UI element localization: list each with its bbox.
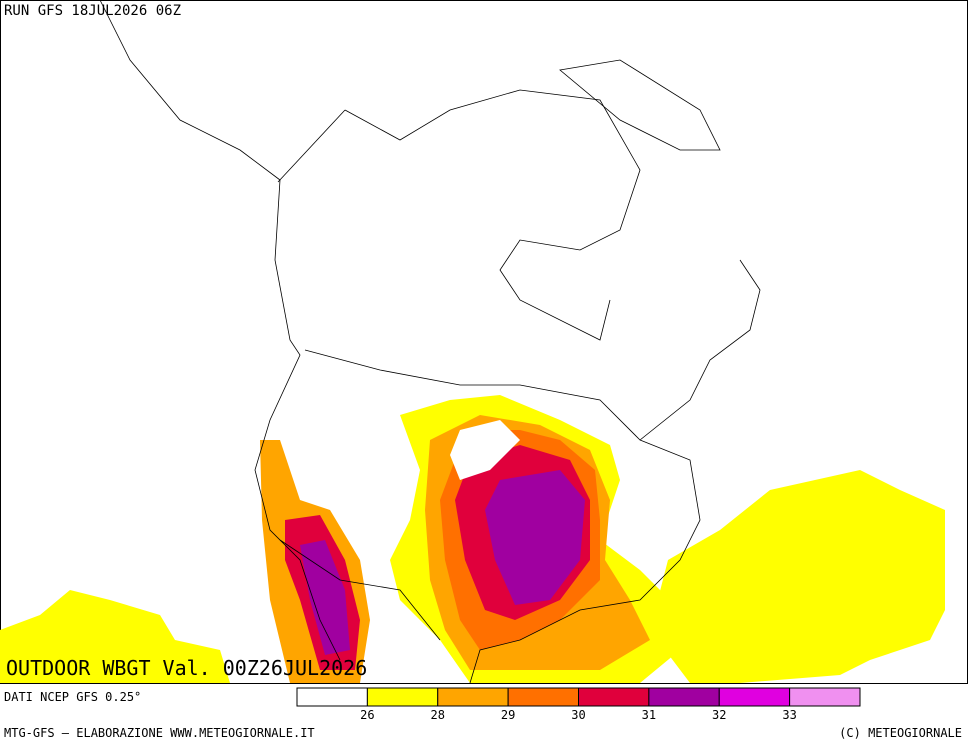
field-28 xyxy=(650,470,945,683)
run-label: RUN GFS 18JUL2026 06Z xyxy=(4,3,181,19)
legend-box xyxy=(648,687,720,707)
legend-box xyxy=(507,687,579,707)
legend-box xyxy=(718,687,791,707)
legend: 26 28 29 30 31 32 33 xyxy=(296,687,861,722)
legend-tick-label: 30 xyxy=(571,708,585,722)
legend-box xyxy=(578,687,650,707)
legend-tick-label: 28 xyxy=(431,708,445,722)
wbgt-field xyxy=(0,395,945,683)
map-title: OUTDOOR WBGT Val. 00Z26JUL2026 xyxy=(6,656,367,680)
field-32 xyxy=(485,470,585,605)
legend-tick-label: 32 xyxy=(712,708,726,722)
footer-right: (C) METEOGIORNALE xyxy=(839,726,962,740)
legend-tick-label: 26 xyxy=(360,708,374,722)
legend-tick-label: 29 xyxy=(501,708,515,722)
legend-box xyxy=(437,687,509,707)
legend-box xyxy=(366,687,439,707)
footer-left: MTG-GFS — ELABORAZIONE WWW.METEOGIORNALE… xyxy=(4,726,315,740)
legend-box xyxy=(296,687,368,707)
coastlines xyxy=(99,0,761,684)
legend-tick-label: 33 xyxy=(782,708,796,722)
field-28 xyxy=(0,590,230,683)
field-32 xyxy=(300,540,350,655)
data-source: DATI NCEP GFS 0.25° xyxy=(4,690,141,704)
legend-tick-label: 31 xyxy=(642,708,656,722)
field-26 xyxy=(450,420,520,480)
legend-box xyxy=(789,687,861,707)
